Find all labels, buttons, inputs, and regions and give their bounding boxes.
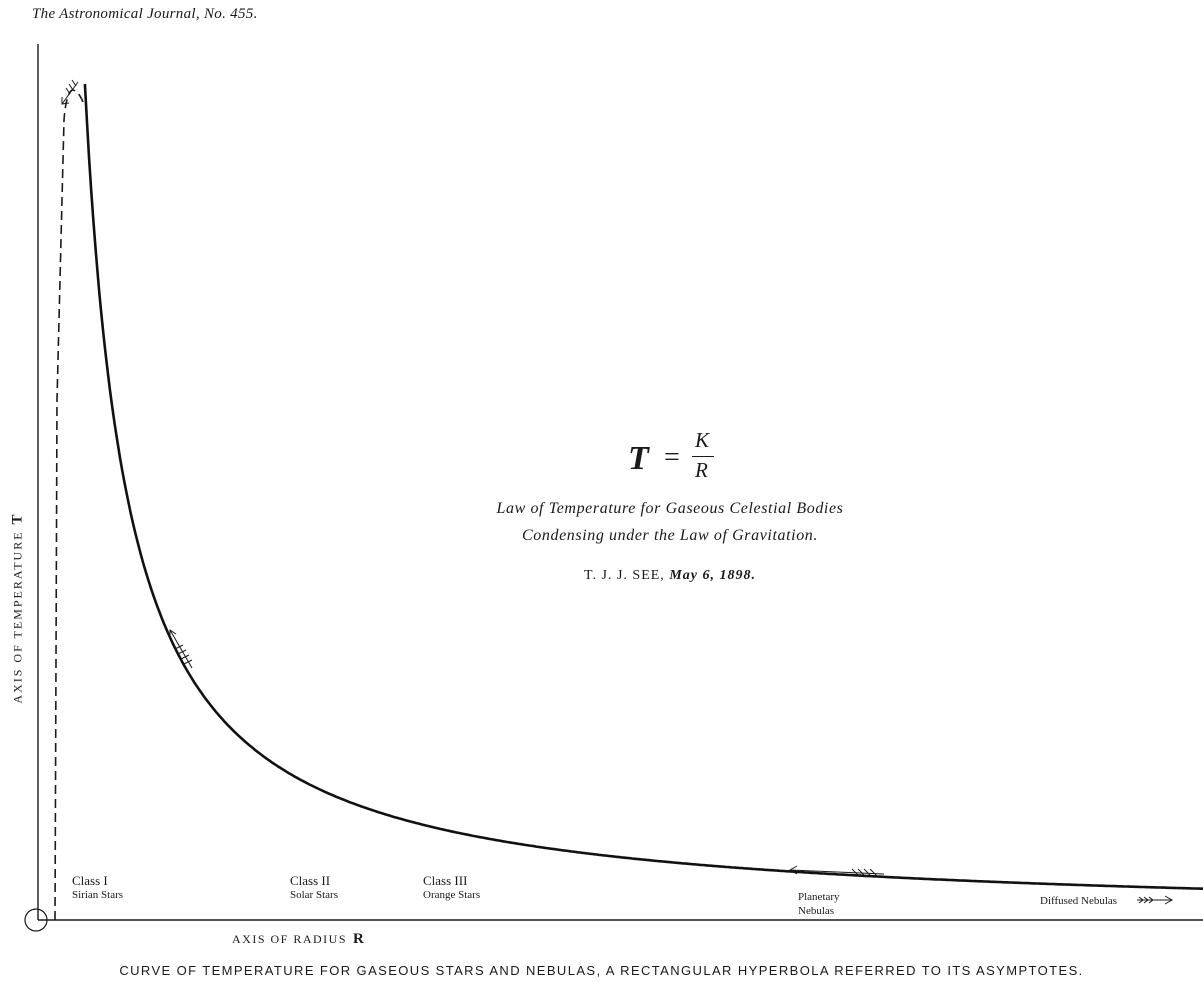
dashed-return-path — [54, 89, 84, 921]
arrow-mid-curve — [169, 629, 193, 669]
arrow-planetary — [788, 865, 885, 878]
planetary-name: Planetary — [798, 891, 840, 903]
curve-layer — [83, 83, 1203, 890]
planetary-label: Planetary Nebulas — [798, 890, 840, 918]
class-2-label: Class II Solar Stars — [290, 874, 338, 902]
class-3-name: Class III — [423, 873, 468, 888]
class-2-desc: Solar Stars — [290, 889, 338, 901]
x-axis-label: AXIS OF RADIUS R — [232, 931, 365, 948]
x-axis-symbol: R — [353, 931, 366, 947]
hyperbola-curve — [83, 83, 1203, 890]
fraction-bar — [692, 456, 714, 458]
x-axis-title: AXIS OF RADIUS — [232, 932, 348, 946]
planetary-desc: Nebulas — [798, 905, 835, 917]
author-date: May 6, 1898. — [669, 568, 756, 583]
formula-numerator: K — [695, 428, 710, 452]
y-axis-title: AXIS OF TEMPERATURE — [10, 530, 25, 704]
law-title-line2: Condensing under the Law of Gravitation. — [522, 527, 818, 544]
origin-circle — [24, 908, 48, 932]
class-1-label: Class I Sirian Stars — [72, 874, 123, 902]
formula-equals: = — [664, 442, 680, 473]
formula-lhs: T — [628, 440, 649, 477]
axes — [24, 44, 1203, 932]
formula-denominator: R — [695, 458, 708, 482]
y-axis-label: AXIS OF TEMPERATURE T — [10, 512, 27, 703]
author-name: T. J. J. SEE, — [584, 568, 665, 583]
diffused-label: Diffused Nebulas — [1040, 894, 1117, 908]
direction-arrows — [61, 79, 1174, 905]
diffused-name: Diffused Nebulas — [1040, 895, 1118, 907]
y-axis-symbol: T — [9, 512, 26, 525]
arrow-diffused — [1137, 895, 1174, 905]
author-line: T. J. J. SEE, May 6, 1898. — [400, 568, 940, 584]
class-1-name: Class I — [72, 873, 108, 888]
figure-caption: CURVE OF TEMPERATURE FOR GASEOUS STARS A… — [119, 963, 1084, 978]
class-3-label: Class III Orange Stars — [423, 874, 480, 902]
journal-header: The Astronomical Journal, No. 455. — [32, 6, 258, 22]
arrow-top — [61, 79, 79, 105]
law-title-line1: Law of Temperature for Gaseous Celestial… — [496, 500, 844, 517]
class-2-name: Class II — [290, 873, 331, 888]
class-3-desc: Orange Stars — [423, 889, 481, 901]
class-1-desc: Sirian Stars — [72, 889, 124, 901]
